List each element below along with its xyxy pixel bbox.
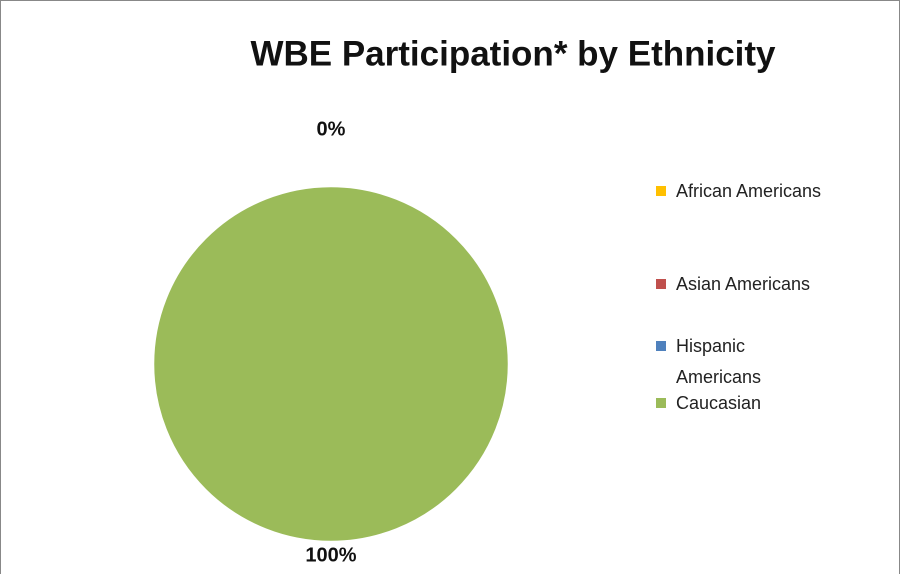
data-label: 0% bbox=[317, 118, 346, 140]
legend-swatch bbox=[656, 186, 666, 196]
legend-swatch bbox=[656, 279, 666, 289]
legend-label: Asian Americans bbox=[676, 274, 811, 294]
legend-label: African Americans bbox=[676, 181, 822, 201]
pie-slice bbox=[151, 184, 511, 544]
legend-label: Hispanic Americans bbox=[676, 336, 762, 387]
data-label: 100% bbox=[305, 544, 356, 566]
chart-title: WBE Participation* by Ethnicity bbox=[250, 34, 776, 73]
legend-label: Caucasian bbox=[676, 393, 762, 413]
legend-swatch bbox=[656, 398, 666, 408]
legend-swatch bbox=[656, 341, 666, 351]
